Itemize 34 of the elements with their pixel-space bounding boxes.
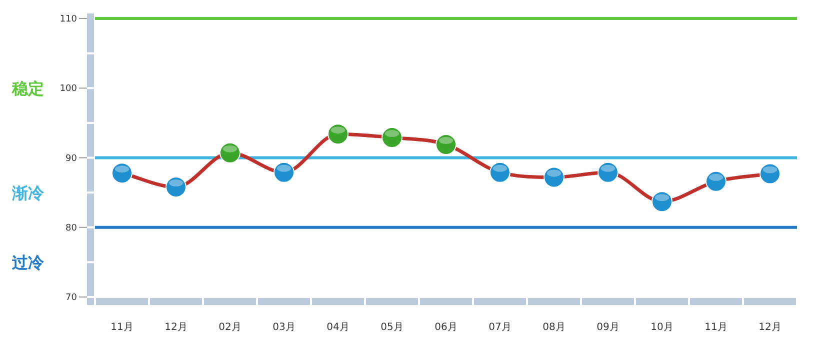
point (220, 142, 240, 164)
text: 过冷 (11, 253, 45, 272)
point (436, 134, 456, 156)
point (544, 166, 564, 188)
point (706, 170, 726, 192)
point (598, 162, 618, 183)
x-tick-label: 10月 (650, 322, 674, 333)
point (652, 191, 672, 212)
y-tick-label: 90 (66, 154, 78, 164)
text: 渐冷 (11, 184, 45, 203)
point (166, 176, 186, 198)
y-tick-label: 110 (60, 14, 78, 24)
y-tick-label: 100 (60, 84, 78, 94)
x-tick-label: 12月 (164, 322, 188, 333)
text: 稳定 (11, 79, 44, 98)
x-tick-label: 05月 (380, 322, 404, 333)
x-tick-label: 03月 (272, 322, 296, 333)
x-tick-label: 12月 (758, 322, 782, 333)
x-tick-label: 09月 (596, 322, 620, 333)
point (274, 162, 294, 183)
point (760, 163, 780, 184)
x-tick-label: 04月 (326, 322, 350, 333)
y-tick-label: 80 (66, 223, 78, 234)
x-tick-label: 06月 (434, 322, 458, 333)
point (382, 127, 402, 148)
y-tick-label: 70 (66, 293, 78, 303)
point (328, 124, 348, 145)
x-tick-label: 02月 (218, 322, 242, 333)
x-tick-label: 07月 (488, 322, 512, 333)
x-tick-label: 08月 (542, 322, 566, 333)
x-tick-label: 11月 (110, 322, 134, 333)
x-tick-label: 11月 (704, 322, 728, 333)
point (112, 162, 132, 184)
point (490, 162, 510, 183)
